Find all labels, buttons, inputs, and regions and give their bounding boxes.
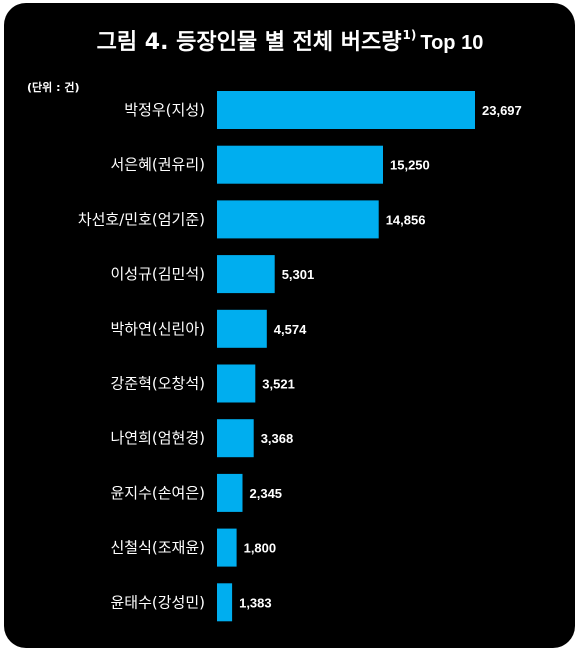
value-label-9: 1,800 bbox=[244, 541, 277, 556]
category-label-9: 신철식(조재윤) bbox=[110, 539, 205, 557]
bar-7 bbox=[217, 419, 254, 458]
chart-title-suffix: Top 10 bbox=[420, 32, 484, 54]
value-label-1: 23,697 bbox=[482, 103, 522, 118]
chart-title-main: 그림 4. 등장인물 별 전체 버즈량 bbox=[96, 30, 402, 55]
value-label-5: 4,574 bbox=[274, 322, 307, 337]
value-label-8: 2,345 bbox=[250, 486, 283, 501]
unit-label: (단위 : 건) bbox=[27, 81, 80, 94]
value-label-10: 1,383 bbox=[239, 595, 272, 610]
category-label-1: 박정우(지성) bbox=[124, 101, 205, 119]
bars-layer: 박정우(지성) 23,697 서은혜(권유리) 15,250 차선호/민호(엄기준) 14… bbox=[78, 91, 522, 622]
bar-6 bbox=[217, 364, 256, 403]
bar-2 bbox=[217, 145, 383, 184]
category-label-7: 나연희(엄현경) bbox=[110, 429, 205, 447]
chart-title: 그림 4. 등장인물 별 전체 버즈량1) Top 10 bbox=[0, 24, 580, 56]
bar-9 bbox=[217, 528, 237, 567]
bar-10 bbox=[217, 583, 233, 622]
bar-8 bbox=[217, 473, 243, 512]
category-label-2: 서은혜(권유리) bbox=[110, 156, 205, 174]
category-label-5: 박하연(신린아) bbox=[110, 320, 205, 338]
category-label-3: 차선호/민호(엄기준) bbox=[78, 210, 205, 228]
chart-title-footnote: 1) bbox=[402, 27, 417, 42]
category-label-10: 윤태수(강성민) bbox=[110, 593, 205, 611]
value-label-2: 15,250 bbox=[390, 158, 430, 173]
category-label-4: 이성규(김민석) bbox=[110, 265, 205, 283]
bar-1 bbox=[217, 91, 475, 129]
value-label-6: 3,521 bbox=[262, 377, 295, 392]
bar-3 bbox=[217, 200, 379, 239]
bar-4 bbox=[217, 255, 275, 294]
category-label-8: 윤지수(손여은) bbox=[110, 484, 205, 502]
value-label-7: 3,368 bbox=[261, 431, 294, 446]
value-label-3: 14,856 bbox=[386, 212, 426, 227]
category-label-6: 강준혁(오창석) bbox=[110, 375, 205, 393]
bar-5 bbox=[217, 309, 267, 348]
value-label-4: 5,301 bbox=[282, 267, 315, 282]
